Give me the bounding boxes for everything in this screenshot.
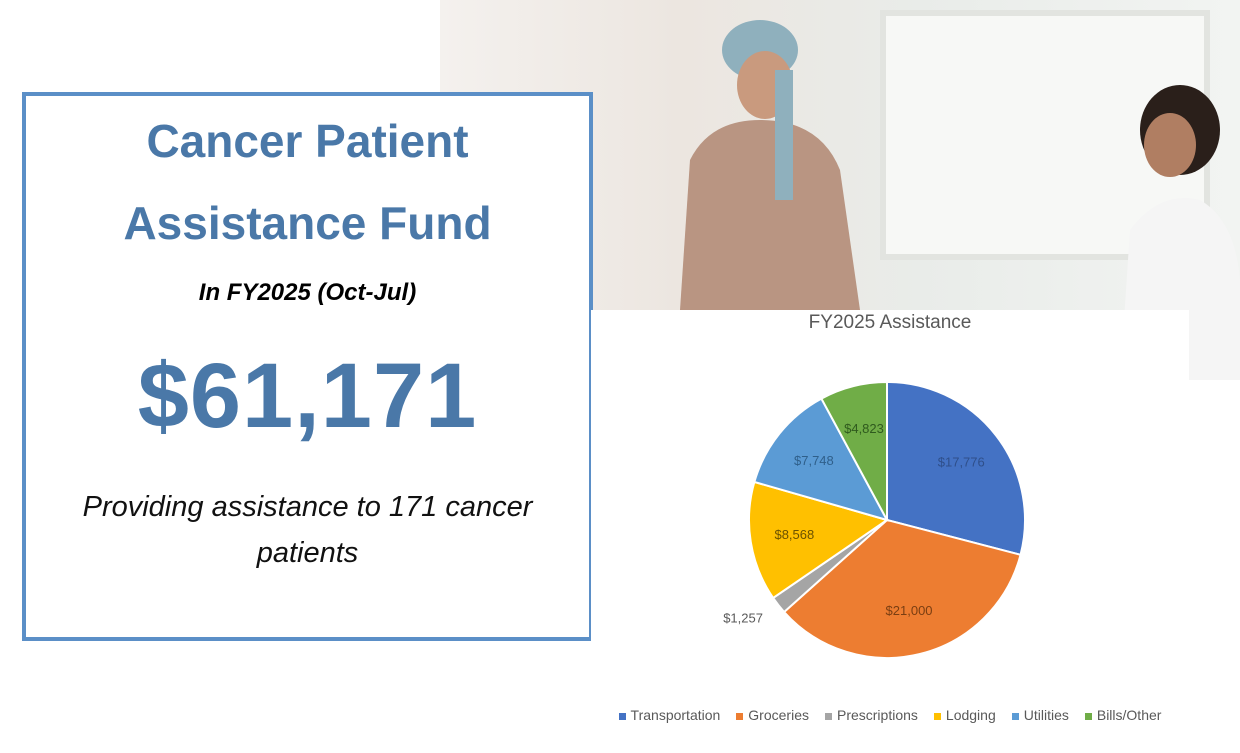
fiscal-period: In FY2025 (Oct-Jul): [198, 279, 417, 306]
pie-slice-groceries: [782, 518, 1022, 659]
pie-data-label: $8,568: [774, 527, 814, 542]
legend-swatch: [618, 712, 626, 720]
legend-label: Lodging: [945, 707, 996, 723]
pie-data-label: $7,748: [794, 453, 834, 468]
total-amount: $61,171: [137, 345, 478, 447]
legend-swatch: [824, 712, 832, 720]
doctor-patient-photo: [440, 0, 1240, 380]
chart-legend: Transportation Groceries Prescriptions Lodg…: [591, 707, 1189, 723]
pie-slice-transportation: [886, 380, 1026, 557]
legend-label: Transportation: [630, 707, 721, 723]
legend-label: Utilities: [1023, 707, 1069, 723]
title-line-1: Cancer Patient: [146, 115, 469, 167]
legend-swatch: [1011, 712, 1019, 720]
legend-label: Groceries: [748, 707, 809, 723]
legend-item: Prescriptions: [824, 707, 918, 723]
legend-item: Groceries: [736, 707, 809, 723]
pie-data-label: $17,776: [938, 455, 985, 470]
legend-swatch: [933, 712, 941, 720]
pie-svg: $17,776 $21,000 $1,257 $8,568 $7,748 $4,823: [723, 380, 1026, 659]
assistance-description: Providing assistance to 171 cancer patie…: [82, 491, 533, 569]
legend-item: Bills/Other: [1084, 707, 1162, 723]
legend-item: Transportation: [618, 707, 721, 723]
pie-data-label: $21,000: [886, 603, 933, 618]
legend-swatch: [1084, 712, 1092, 720]
legend-swatch: [736, 712, 744, 720]
legend-item: Lodging: [933, 707, 996, 723]
pie-data-label: $1,257: [723, 611, 763, 626]
legend-label: Bills/Other: [1096, 707, 1162, 723]
legend-label: Prescriptions: [836, 707, 918, 723]
assistance-pie-chart: FY2025 Assistance $17,776 $21,000 $1,257 $8…: [591, 310, 1189, 753]
patient-figure: [680, 20, 860, 310]
pie-slice-utilities: [753, 397, 890, 522]
fund-summary-card: Cancer Patient Assistance Fund In FY2025…: [22, 92, 593, 641]
pie-slice-bills-other: [820, 380, 888, 521]
doctor-figure: [1120, 85, 1240, 380]
pie-data-label: $4,823: [844, 421, 884, 436]
legend-item: Utilities: [1011, 707, 1069, 723]
chart-title: FY2025 Assistance: [808, 312, 972, 333]
title-line-2: Assistance Fund: [123, 197, 492, 249]
